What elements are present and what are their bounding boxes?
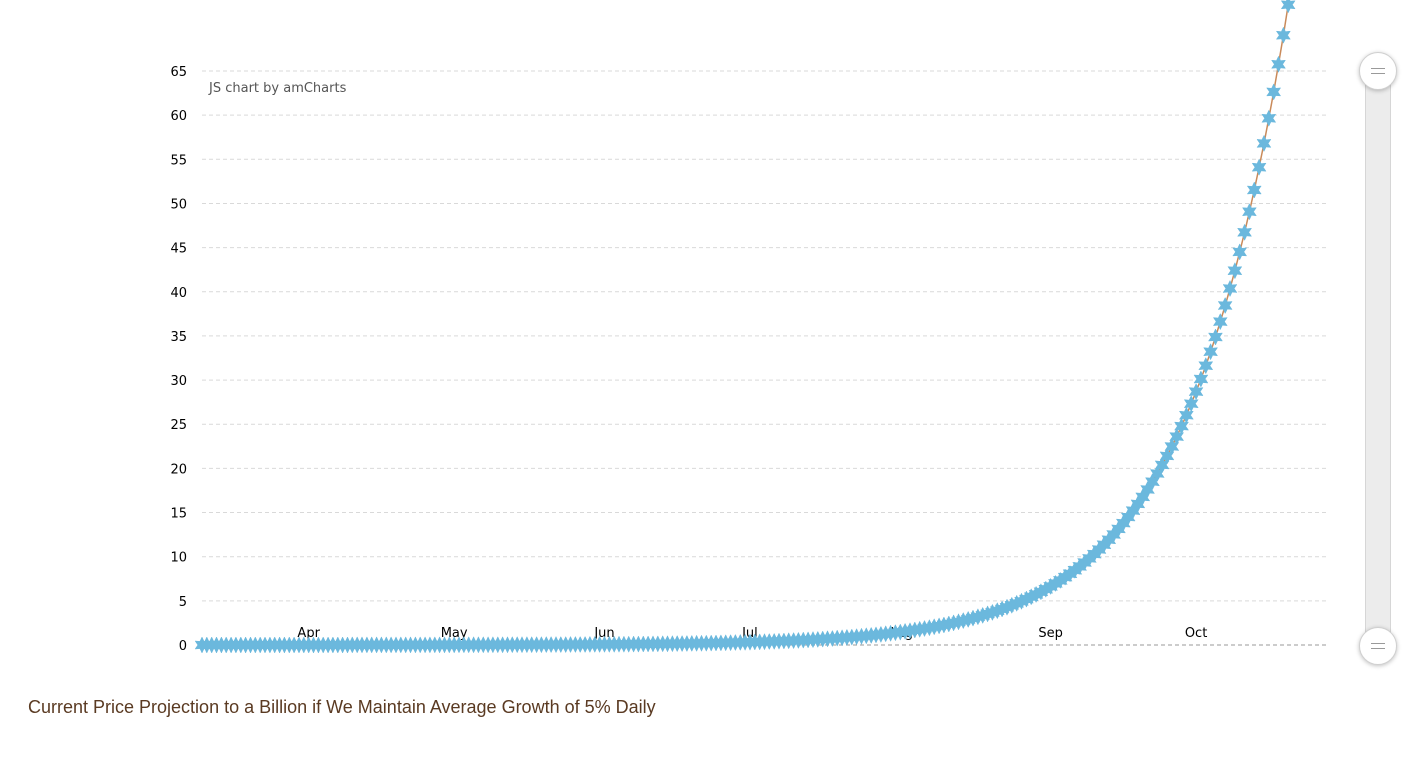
data-point-star[interactable] [1145,473,1160,491]
y-tick-label: 30 [170,374,187,389]
data-point-star[interactable] [1261,109,1277,127]
y-tick-label: 60 [170,109,187,124]
data-point-star[interactable] [1251,158,1267,176]
x-tick-label: May [441,626,468,641]
data-point-star[interactable] [1203,343,1218,361]
chart-credit[interactable]: JS chart by amCharts [208,81,347,96]
data-point-star[interactable] [1188,383,1204,401]
x-tick-label: Oct [1185,626,1207,641]
y-tick-label: 10 [170,551,187,566]
data-point-star[interactable] [1154,456,1170,474]
y-tick-label: 20 [170,462,187,477]
scrollbar-top-grip[interactable] [1359,52,1397,90]
y-tick-label: 35 [170,330,187,345]
data-point-star[interactable] [1232,243,1248,261]
data-point-star[interactable] [1164,437,1180,456]
scrollbar-bottom-grip[interactable] [1359,627,1397,665]
data-point-star[interactable] [1271,55,1286,73]
data-point-star[interactable] [1275,26,1291,44]
data-point-star[interactable] [1242,203,1257,221]
y-tick-label: 45 [170,242,187,257]
y-tick-label: 0 [179,639,187,654]
data-point-star[interactable] [1178,406,1194,424]
series-growth [194,0,1296,654]
data-point-star[interactable] [1183,395,1199,413]
chart-caption: Current Price Projection to a Billion if… [28,697,656,717]
y-tick-label: 55 [170,153,187,168]
data-point-star[interactable] [1237,223,1252,241]
vertical-scrollbar[interactable] [1365,72,1391,646]
data-point-star[interactable] [1256,134,1272,152]
grid-lines [202,70,1327,646]
y-tick-label: 65 [170,65,187,80]
data-point-star[interactable] [1227,262,1243,280]
data-point-star[interactable] [1174,417,1190,435]
x-tick-label: Apr [297,626,320,641]
y-tick-label: 40 [170,286,187,301]
y-axis: 0 5 10 15 20 25 30 35 40 45 50 55 60 65 [170,65,187,654]
series-line [202,0,1290,646]
x-tick-label: Sep [1038,626,1063,641]
data-point-star[interactable] [1159,447,1175,465]
grip-lines-icon [1371,643,1385,649]
data-point-star[interactable] [1193,370,1209,388]
y-tick-label: 5 [179,595,187,610]
data-point-star[interactable] [1207,328,1223,346]
y-tick-label: 50 [170,197,187,212]
data-point-star[interactable] [1246,181,1262,199]
data-point-star[interactable] [1212,313,1228,331]
data-point-star[interactable] [1217,296,1233,315]
y-tick-label: 15 [170,507,187,522]
data-point-star[interactable] [1222,279,1238,298]
data-point-star[interactable] [1169,428,1185,446]
data-point-star[interactable] [1198,357,1214,375]
grip-lines-icon [1371,68,1385,74]
y-tick-label: 25 [170,418,187,433]
data-point-star[interactable] [1266,83,1282,101]
data-point-star[interactable] [1280,0,1296,14]
data-point-star[interactable] [1149,464,1165,483]
